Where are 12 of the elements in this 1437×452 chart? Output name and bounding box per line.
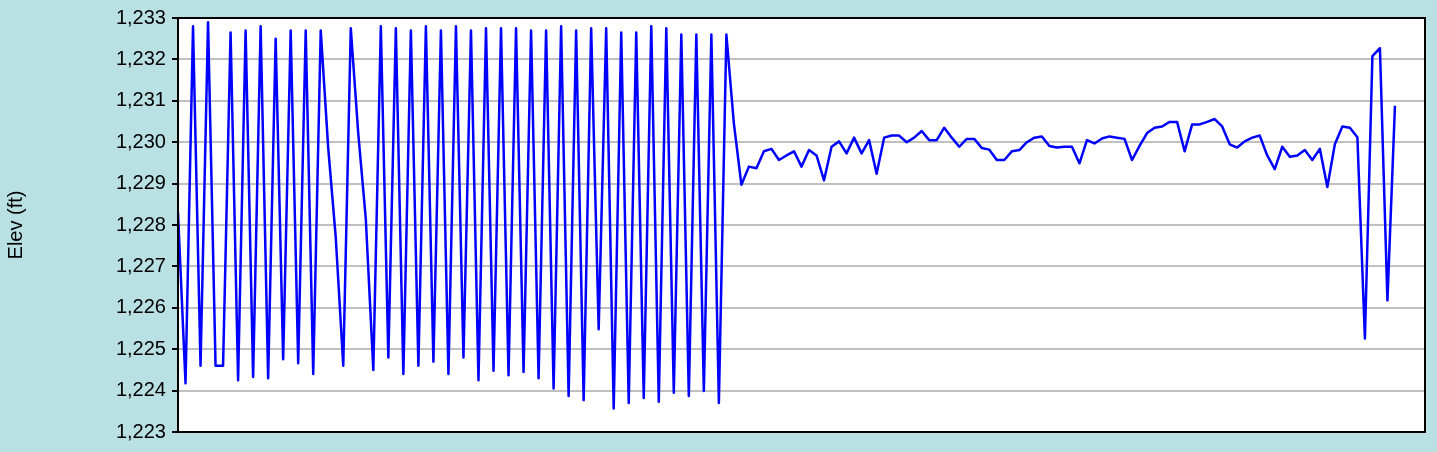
y-tick-label: 1,225 xyxy=(115,336,166,359)
y-tick-label: 1,224 xyxy=(115,378,166,401)
y-tick-label: 1,223 xyxy=(115,419,166,442)
y-tick-label: 1,227 xyxy=(115,253,166,276)
y-tick-label: 1,232 xyxy=(115,46,166,69)
y-tick-label: 1,226 xyxy=(115,295,166,318)
y-tick-label: 1,228 xyxy=(115,212,166,235)
y-tick-label: 1,230 xyxy=(115,129,166,152)
y-tick-label: 1,231 xyxy=(115,88,166,111)
y-tick-label: 1,233 xyxy=(115,5,166,28)
y-tick-label: 1,229 xyxy=(115,171,166,194)
y-axis-title: Elev (ft) xyxy=(3,190,26,260)
